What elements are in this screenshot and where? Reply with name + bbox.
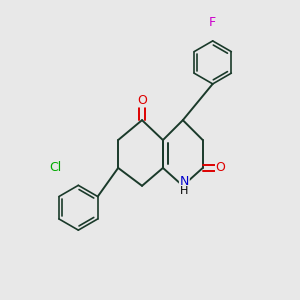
Text: O: O	[216, 161, 226, 174]
Text: Cl: Cl	[49, 161, 62, 174]
Text: N: N	[180, 175, 189, 188]
Text: F: F	[209, 16, 216, 29]
Text: O: O	[137, 94, 147, 107]
Text: H: H	[180, 186, 188, 196]
